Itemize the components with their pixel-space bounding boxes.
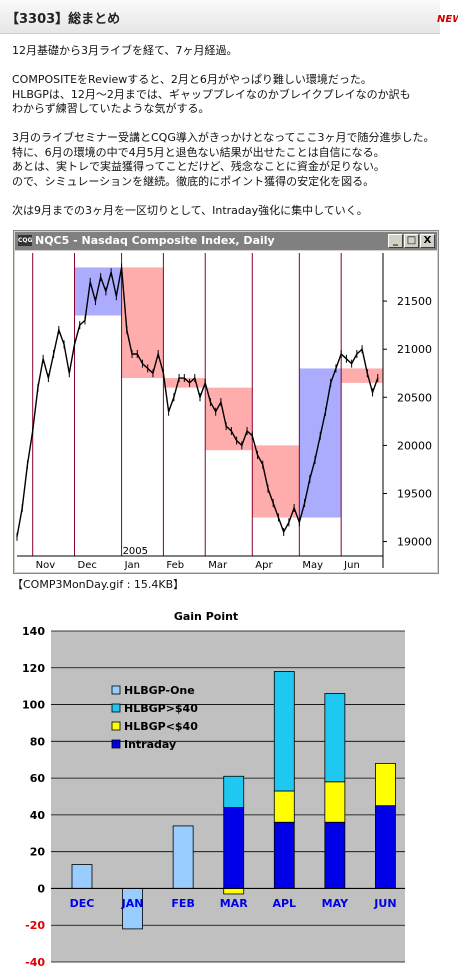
bar-segment <box>172 825 194 889</box>
price-tick-label: 21000 <box>397 343 432 356</box>
category-label: FEB <box>171 897 194 910</box>
trade-zone <box>252 445 300 518</box>
price-chart-svg: 19000 19500 20000 20500 21000 21500 Nov Dec Jan F… <box>16 253 432 571</box>
month-tick-label: May <box>302 560 323 571</box>
chart-title: Gain Point <box>174 610 238 623</box>
trade-zone <box>163 378 206 388</box>
body-line: 特に、6月の環境の中で4月5月と退色ない結果が出せたことは自信になる。 <box>12 145 385 159</box>
y-tick-label: 20 <box>30 846 46 859</box>
category-label: JUN <box>373 897 396 910</box>
bar-segment <box>324 781 346 823</box>
category-label: APL <box>272 897 296 910</box>
window-title: NQC5 - Nasdaq Composite Index, Daily <box>35 234 275 247</box>
body-line: COMPOSITEをReviewすると、2月と6月がやっぱり難しい環境だった。 <box>12 73 372 86</box>
body-line: 3月のライブセミナー受講とCQG導入がきっかけとなってここ3ヶ月で随分進歩した。 <box>12 131 435 144</box>
bar-segment <box>375 805 396 889</box>
body-spacer <box>12 189 435 204</box>
new-badge: NEW <box>437 14 458 25</box>
legend-label: Intraday <box>124 738 176 751</box>
month-tick-label: Dec <box>78 560 97 571</box>
month-tick-label: Nov <box>36 560 56 571</box>
price-chart-area: 19000 19500 20000 20500 21000 21500 Nov Dec Jan F… <box>15 251 437 572</box>
body-line: HLBGPは、12月〜2月までは、ギャッププレイなのかブレイクプレイなのか訳も <box>12 87 411 101</box>
price-tick-label: 20000 <box>397 439 432 452</box>
trade-zone <box>341 368 383 383</box>
year-label: 2005 <box>123 546 148 557</box>
bar-segment <box>223 888 245 895</box>
trade-zone <box>205 387 253 451</box>
cqg-app-icon: CQG <box>18 235 33 246</box>
y-tick-label: 60 <box>30 772 46 785</box>
body-spacer <box>12 59 435 74</box>
legend-swatch <box>111 685 121 695</box>
bar-segment <box>273 790 295 823</box>
month-tick-label: Mar <box>208 560 228 571</box>
month-tick-label: Jan <box>124 560 140 571</box>
body-line: 次は9月までの3ヶ月を一区切りとして、Intraday強化に集中していく。 <box>12 203 368 217</box>
category-label: MAR <box>220 897 248 910</box>
bar-segment <box>273 821 295 889</box>
y-tick-label: 80 <box>30 735 46 748</box>
legend-swatch <box>111 721 121 731</box>
body-spacer <box>12 117 435 132</box>
price-line <box>16 267 379 537</box>
month-tick-label: Jun <box>343 560 360 571</box>
post-header: 【3303】総まとめ <box>0 0 440 34</box>
post-title: 【3303】総まとめ <box>6 12 121 27</box>
y-tick-label: 100 <box>22 699 45 712</box>
gain-point-chart-svg: -40 -20 0 20 40 60 80 100 120 140 Gain Point DEC JAN… <box>22 610 405 969</box>
body-line: あとは、実トレで実益獲得ってことだけど、残念なことに資金が足りない。 <box>12 160 385 173</box>
price-tick-label: 21500 <box>397 295 432 308</box>
window-title-bar[interactable]: CQG NQC5 - Nasdaq Composite Index, Daily… <box>15 232 437 250</box>
month-tick-label: Apr <box>255 560 273 571</box>
legend-label: HLBGP-One <box>124 684 195 697</box>
price-tick-label: 19000 <box>397 536 432 549</box>
bar-segment <box>71 864 93 889</box>
legend-label: HLBGP<$40 <box>124 720 198 733</box>
category-label: DEC <box>70 897 95 910</box>
image-caption: 【COMP3MonDay.gif : 15.4KB】 <box>12 578 185 591</box>
post-body: 12月基礎から3月ライブを経て、7ヶ月経過。 COMPOSITEをReviewする… <box>12 44 435 218</box>
bar-segment <box>324 821 346 889</box>
bar-segment <box>223 807 245 889</box>
legend-swatch <box>111 739 121 749</box>
month-tick-label: Feb <box>166 560 184 571</box>
y-tick-label: 40 <box>30 809 46 822</box>
legend-swatch <box>111 703 121 713</box>
category-label: MAY <box>322 897 349 910</box>
price-tick-label: 19500 <box>397 487 432 500</box>
minimize-button[interactable]: _ <box>388 234 403 248</box>
category-label: JAN <box>121 897 144 910</box>
close-button[interactable]: X <box>420 234 435 248</box>
maximize-button[interactable]: □ <box>404 234 419 248</box>
y-tick-label: -20 <box>25 919 45 932</box>
price-tick-label: 20500 <box>397 391 432 404</box>
bar-segment <box>223 775 245 808</box>
body-line: わからず練習していたような気がする。 <box>12 102 210 115</box>
y-tick-label: 120 <box>22 662 45 675</box>
body-line: ので、シミュレーションを継続。徹底的にポイント獲得の安定化を図る。 <box>12 174 375 188</box>
bar-segment <box>324 693 346 783</box>
y-tick-label: 140 <box>22 625 45 638</box>
price-chart-window: CQG NQC5 - Nasdaq Composite Index, Daily… <box>13 230 439 574</box>
y-tick-label: 0 <box>37 882 45 895</box>
y-tick-label: -40 <box>25 956 45 969</box>
bar-segment <box>273 671 295 792</box>
bar-segment <box>375 762 396 807</box>
body-line: 12月基礎から3月ライブを経て、7ヶ月経過。 <box>12 44 238 57</box>
legend-label: HLBGP>$40 <box>124 702 198 715</box>
gain-point-chart-panel: -40 -20 0 20 40 60 80 100 120 140 Gain Point DEC JAN… <box>9 604 407 973</box>
